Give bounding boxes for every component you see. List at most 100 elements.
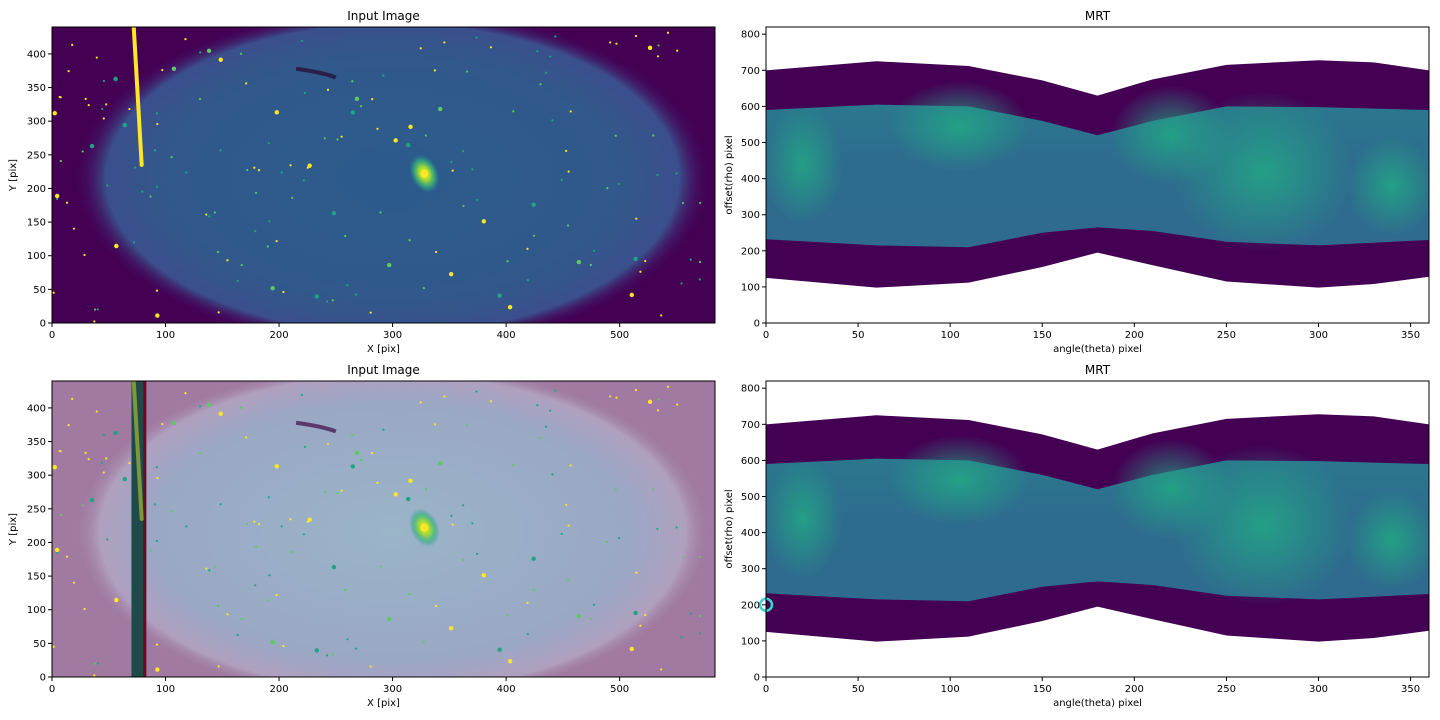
star-point bbox=[184, 392, 187, 395]
star-point bbox=[475, 552, 479, 555]
star-point bbox=[647, 399, 653, 405]
star-point bbox=[326, 88, 330, 91]
star-point bbox=[340, 489, 343, 492]
star-point bbox=[205, 567, 208, 570]
axes-frame bbox=[51, 26, 716, 324]
y-tick-label: 250 bbox=[27, 504, 46, 515]
star-point bbox=[254, 545, 258, 548]
star-point bbox=[240, 617, 243, 621]
illuminated-disk bbox=[74, 381, 711, 677]
star-point bbox=[419, 401, 422, 404]
star-point bbox=[291, 550, 294, 553]
y-tick-label: 50 bbox=[33, 285, 46, 296]
star-point bbox=[393, 492, 398, 497]
star-point bbox=[544, 425, 548, 428]
star-point bbox=[101, 461, 104, 465]
star-point bbox=[434, 604, 438, 608]
star-point bbox=[206, 48, 212, 53]
star-point bbox=[52, 110, 57, 116]
star-point bbox=[539, 83, 542, 86]
y-tick-label: 800 bbox=[741, 30, 760, 41]
panel-bottom-right: 0 50 100 150 200 250 300 350 0 100 200 300 400 500 600… bbox=[724, 363, 1430, 709]
plot-image bbox=[766, 27, 1429, 323]
star-point bbox=[565, 503, 568, 506]
star-point bbox=[93, 662, 97, 665]
x-tick-label: 200 bbox=[270, 684, 289, 695]
star-point bbox=[507, 658, 513, 664]
star-point bbox=[306, 166, 309, 169]
plot-image bbox=[52, 27, 715, 323]
star-point bbox=[218, 57, 223, 62]
star-point bbox=[351, 80, 354, 83]
star-point bbox=[634, 34, 638, 38]
star-point bbox=[156, 476, 159, 480]
star-point bbox=[481, 573, 487, 578]
star-point bbox=[609, 41, 612, 44]
star-point bbox=[359, 105, 363, 108]
star-point bbox=[656, 409, 660, 412]
y-tick-label: 350 bbox=[27, 437, 46, 448]
star-point bbox=[615, 396, 618, 399]
star-point bbox=[270, 285, 275, 291]
star-point bbox=[554, 389, 557, 392]
star-point bbox=[114, 597, 119, 603]
star-point bbox=[105, 103, 108, 106]
chart-title: Input Image bbox=[347, 363, 419, 377]
star-point bbox=[161, 422, 164, 426]
star-point bbox=[59, 513, 62, 517]
star-point bbox=[307, 517, 312, 522]
star-point bbox=[254, 191, 258, 194]
star-point bbox=[656, 55, 660, 58]
star-point bbox=[639, 624, 642, 627]
star-point bbox=[171, 66, 177, 71]
star-point bbox=[323, 491, 326, 494]
star-point bbox=[219, 503, 222, 506]
star-point bbox=[246, 522, 249, 526]
star-point bbox=[155, 185, 158, 188]
star-point bbox=[314, 294, 320, 299]
star-point bbox=[331, 210, 337, 216]
star-point bbox=[106, 184, 109, 187]
star-point bbox=[95, 56, 98, 59]
star-point bbox=[257, 523, 261, 526]
x-axis-label: angle(theta) pixel bbox=[1053, 344, 1142, 355]
star-point bbox=[660, 314, 663, 317]
star-point bbox=[551, 119, 554, 122]
y-tick-label: 700 bbox=[741, 66, 760, 77]
x-axis-label: X [pix] bbox=[367, 344, 400, 355]
star-point bbox=[698, 614, 702, 618]
y-tick-label: 0 bbox=[40, 319, 46, 330]
y-tick-label: 800 bbox=[741, 384, 760, 395]
star-point bbox=[346, 284, 349, 287]
star-point bbox=[635, 571, 638, 574]
star-point bbox=[199, 405, 202, 408]
star-point bbox=[113, 430, 118, 436]
star-point bbox=[208, 215, 211, 218]
star-point bbox=[698, 278, 701, 281]
star-point bbox=[128, 461, 131, 465]
star-point bbox=[656, 173, 659, 177]
star-point bbox=[569, 464, 572, 467]
star-point bbox=[350, 110, 356, 115]
y-tick-label: 400 bbox=[741, 528, 760, 539]
star-point bbox=[526, 278, 529, 282]
star-point bbox=[149, 195, 152, 198]
star-point bbox=[274, 110, 280, 115]
star-point bbox=[656, 527, 659, 531]
star-point bbox=[84, 97, 87, 101]
star-point bbox=[462, 504, 465, 507]
star-point bbox=[689, 258, 692, 261]
star-point bbox=[280, 525, 283, 528]
panel-top-left: 0 100 200 300 400 500 0 50 100 150 200 250 300 350 400… bbox=[8, 9, 716, 355]
star-point bbox=[102, 433, 106, 437]
star-point bbox=[155, 643, 159, 646]
star-point bbox=[386, 616, 392, 622]
star-point bbox=[676, 49, 679, 52]
star-point bbox=[475, 36, 478, 39]
x-tick-label: 100 bbox=[156, 684, 175, 695]
star-point bbox=[268, 220, 271, 223]
star-point bbox=[257, 169, 261, 172]
y-tick-label: 500 bbox=[741, 138, 760, 149]
star-point bbox=[382, 428, 385, 431]
